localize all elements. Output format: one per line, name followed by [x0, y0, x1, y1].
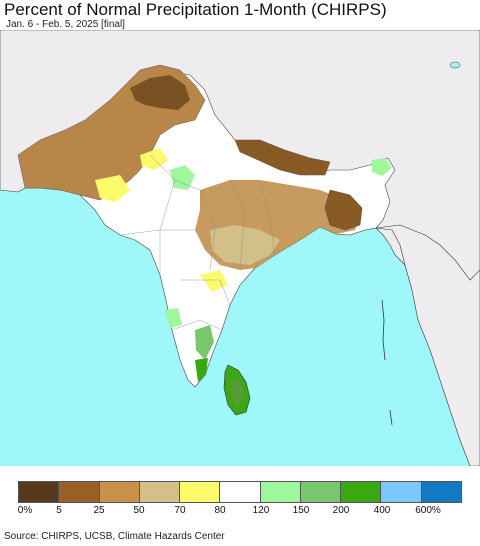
map-subtitle: Jan. 6 - Feb. 5, 2025 [final]	[6, 19, 125, 30]
green-patch-kerala	[195, 358, 208, 382]
legend-label-4: 70	[174, 505, 186, 516]
kashmir-very-dry	[130, 75, 190, 110]
legend-swatch-10	[421, 482, 461, 502]
legend-bar	[18, 481, 462, 503]
legend-swatch-9	[381, 482, 422, 502]
legend-label-5: 80	[214, 505, 226, 516]
map-title: Percent of Normal Precipitation 1-Month …	[4, 0, 387, 19]
andaman-islands	[381, 299, 393, 426]
lake-ne	[449, 61, 461, 69]
green-patch-ne	[372, 158, 392, 176]
legend-label-8: 200	[332, 505, 350, 516]
nepal-dry-strip	[234, 139, 331, 176]
legend-swatch-4	[180, 482, 221, 502]
source-credit: Source: CHIRPS, UCSB, Climate Hazards Ce…	[4, 531, 225, 542]
legend-label-9: 400	[373, 505, 391, 516]
legend-label-7: 150	[292, 505, 310, 516]
yellow-patch-rajasthan	[95, 175, 130, 202]
legend-swatch-3	[139, 482, 181, 502]
bangladesh-dry	[324, 189, 363, 231]
green-patch-mp	[170, 165, 195, 190]
green-patch-karnataka	[165, 308, 182, 328]
legend-swatch-5	[220, 482, 261, 502]
legend-label-0: 0%	[17, 505, 33, 516]
legend-label-1: 5	[56, 505, 62, 516]
legend-swatch-0	[19, 482, 60, 502]
myanmar-land	[375, 224, 480, 466]
state-boundaries	[119, 154, 276, 331]
legend-label-10: 600%	[415, 505, 441, 516]
central-india-light	[210, 225, 280, 265]
legend-swatch-1	[59, 482, 100, 502]
yellow-patch-south	[200, 270, 228, 292]
legend-label-2: 25	[93, 505, 105, 516]
green-patch-south	[195, 325, 214, 360]
sri-lanka-inner	[231, 378, 244, 406]
legend-label-6: 120	[252, 505, 270, 516]
legend-swatch-8	[341, 482, 382, 502]
legend-swatch-2	[99, 482, 140, 502]
legend-label-3: 50	[133, 505, 145, 516]
precipitation-map	[0, 30, 480, 466]
legend-swatch-6	[260, 482, 301, 502]
legend-swatch-7	[300, 482, 342, 502]
